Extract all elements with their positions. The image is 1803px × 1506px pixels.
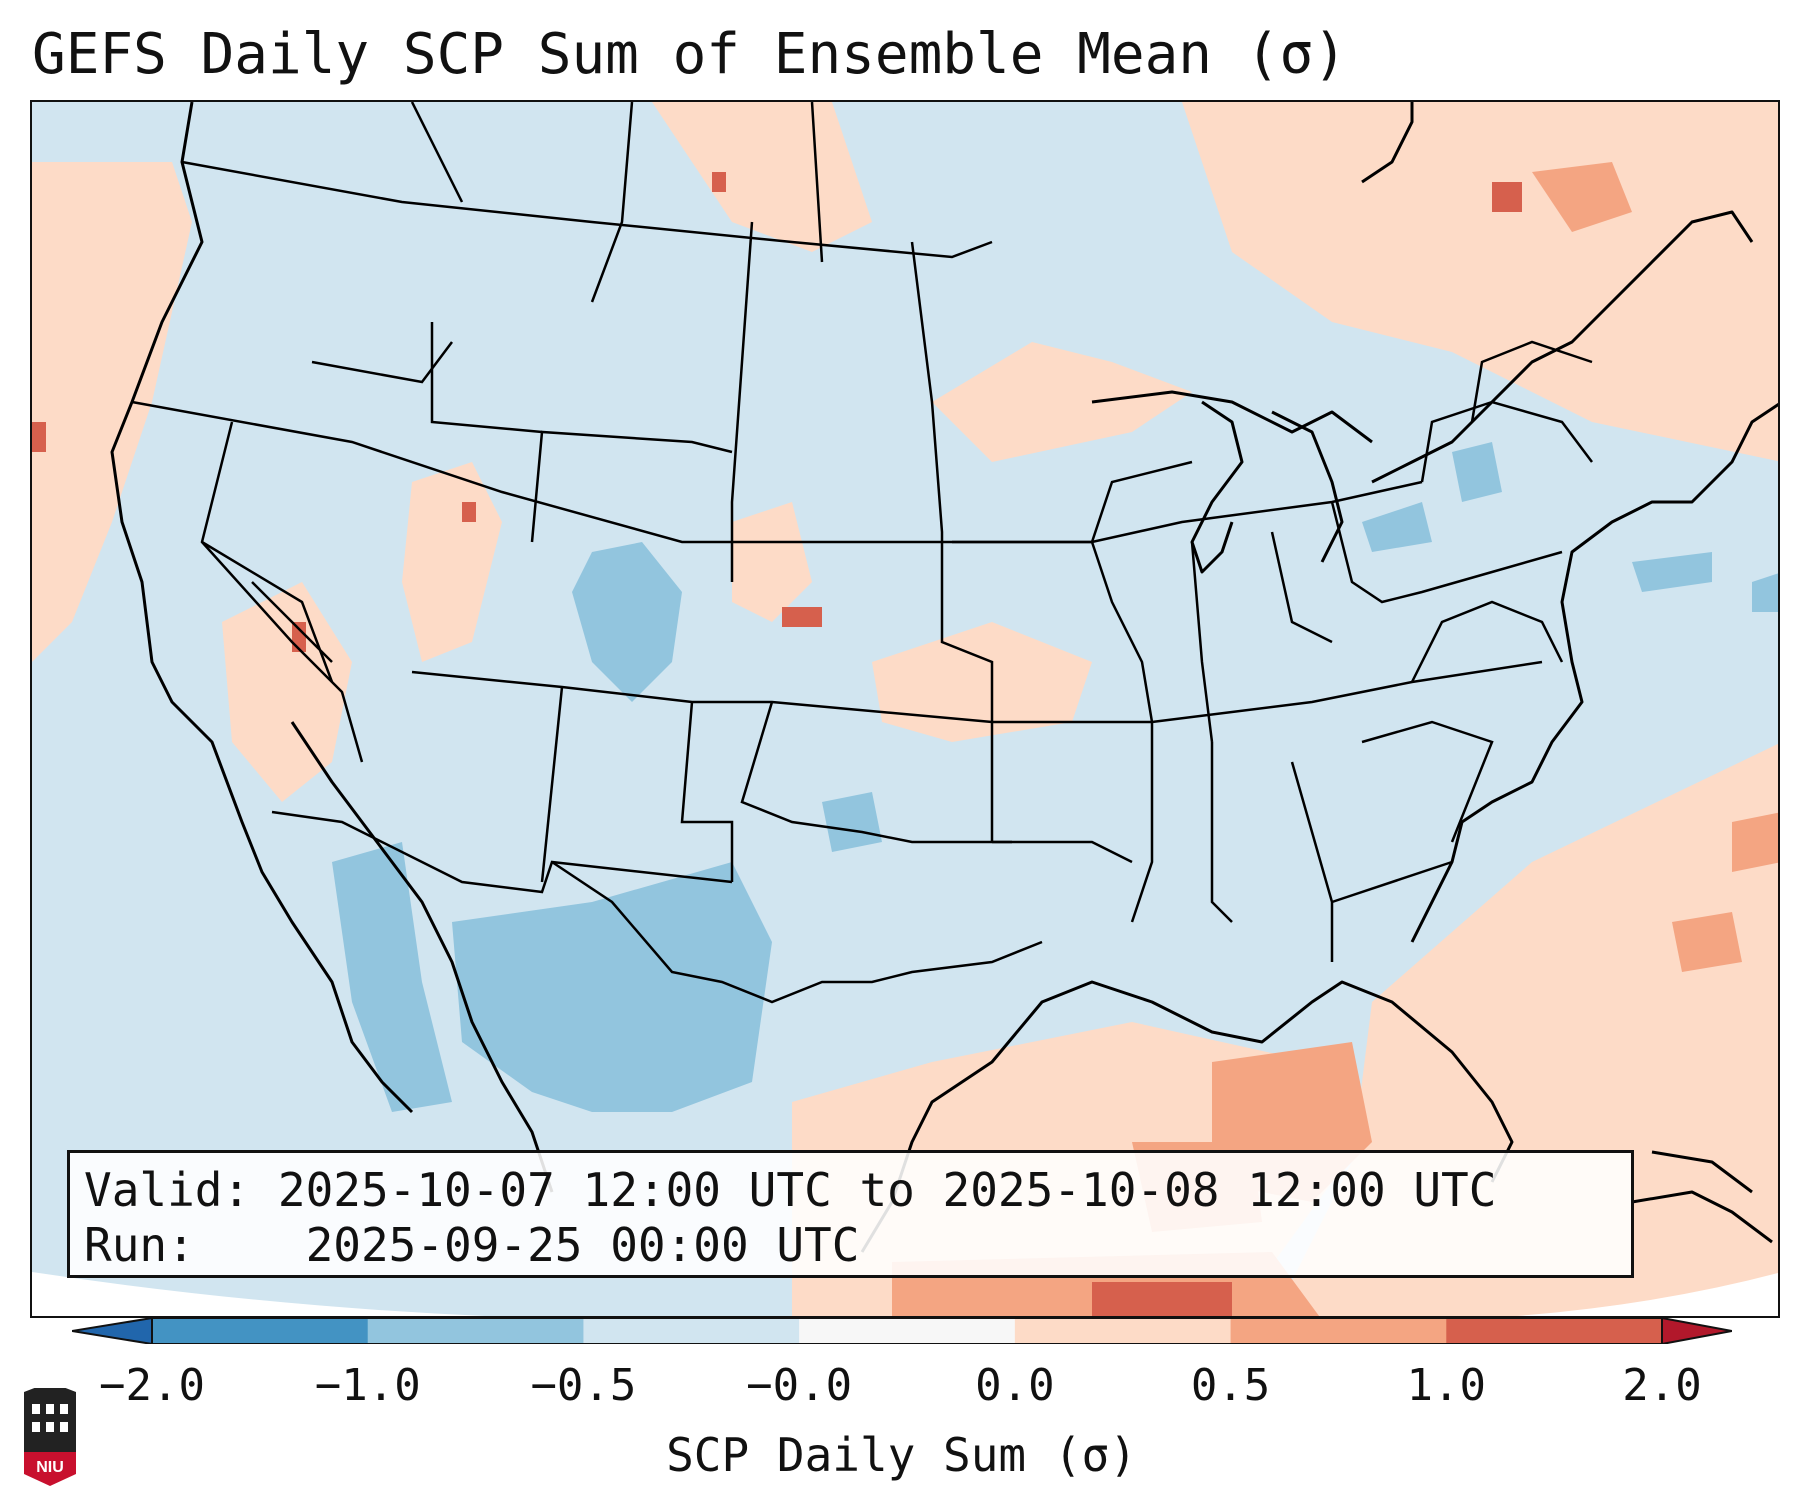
- run-label: Run:: [84, 1218, 195, 1272]
- projection-edge-right: [1516, 1273, 1778, 1316]
- map-title: GEFS Daily SCP Sum of Ensemble Mean (σ): [32, 22, 1347, 87]
- colorbar-tick-label: −2.0: [99, 1360, 205, 1411]
- colorbar-tick-label: 2.0: [1622, 1360, 1702, 1411]
- colorbar-segments: [152, 1318, 1663, 1344]
- high-anomaly-spots: [32, 172, 1522, 1316]
- colorbar-tick-label: 1.0: [1406, 1360, 1487, 1411]
- colorbar-segment: [1446, 1318, 1663, 1344]
- colorbar-segment: [367, 1318, 584, 1344]
- valid-label: Valid:: [84, 1163, 251, 1217]
- valid-range: 2025-10-07 12:00 UTC to 2025-10-08 12:00…: [277, 1163, 1497, 1217]
- colorbar-segment: [1230, 1318, 1447, 1344]
- positive-anomaly-fields: [32, 102, 1778, 1316]
- map-panel: [30, 100, 1780, 1318]
- coastlines: [110, 102, 1778, 1253]
- colorbar-tick-label: 0.0: [975, 1360, 1055, 1411]
- map-canvas: [32, 102, 1778, 1316]
- validity-info-box: Valid: 2025-10-07 12:00 UTC to 2025-10-0…: [67, 1150, 1634, 1278]
- colorbar-under-arrow: [72, 1318, 152, 1344]
- colorbar-segment: [152, 1318, 369, 1344]
- colorbar-segment: [583, 1318, 800, 1344]
- colorbar-over-arrow: [1662, 1318, 1732, 1344]
- colorbar-outline: [151, 1318, 1663, 1344]
- negative-anomaly-fields: [332, 442, 1778, 1112]
- run-time: 2025-09-25 00:00 UTC: [305, 1218, 860, 1272]
- colorbar-tick-label: −0.0: [746, 1360, 853, 1411]
- colorbar-tick-label: −1.0: [314, 1360, 421, 1411]
- colorbar-segment: [1014, 1318, 1232, 1344]
- logo-text: NIU: [36, 1459, 64, 1476]
- colorbar-tick-label: 0.5: [1190, 1360, 1271, 1411]
- colorbar-label: SCP Daily Sum (σ): [666, 1428, 1137, 1482]
- projection-edge: [32, 1272, 485, 1316]
- colorbar-tick-label: −0.5: [530, 1360, 637, 1411]
- colorbar: [72, 1318, 1732, 1344]
- colorbar-segment: [799, 1318, 1016, 1344]
- niu-logo: NIU: [24, 1388, 76, 1486]
- political-borders: [131, 102, 1593, 1004]
